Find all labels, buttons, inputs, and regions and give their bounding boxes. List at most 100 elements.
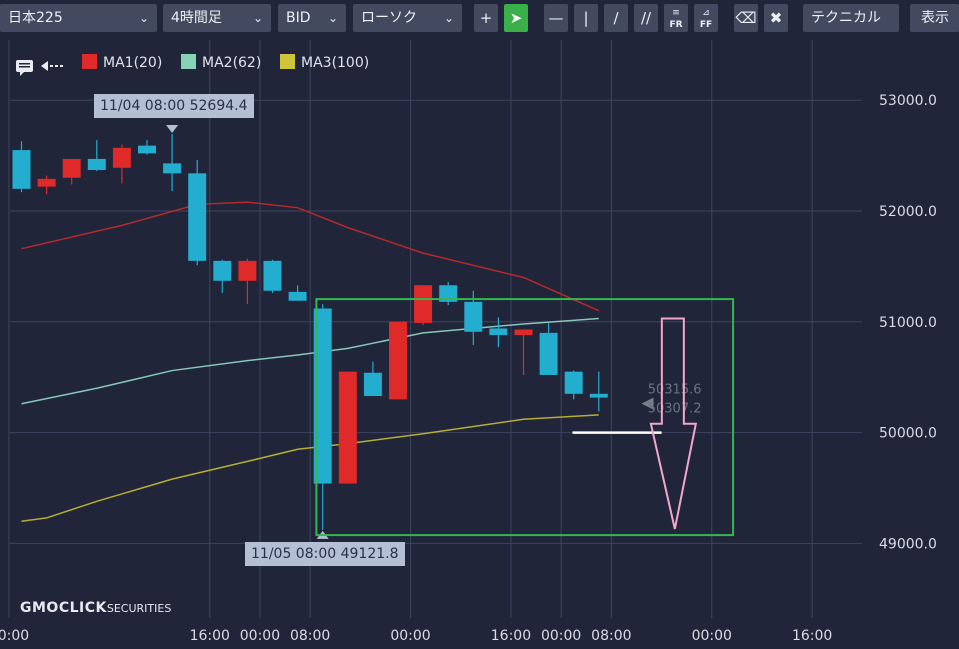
candle-body xyxy=(464,301,483,332)
chevron-down-icon: ⌄ xyxy=(443,11,454,25)
fibonacci-retracement-label: FR xyxy=(669,20,683,30)
horizontal-line-tool-button[interactable]: — xyxy=(544,4,568,32)
chart-grid xyxy=(8,40,862,618)
ma3-swatch xyxy=(280,54,295,69)
legend-ma1: MA1(20) xyxy=(82,54,162,72)
x-tick-label: 00:00 xyxy=(0,628,29,644)
fibonacci-fan-label: FF xyxy=(699,20,713,30)
technical-button[interactable]: テクニカル xyxy=(803,4,899,32)
low-price-tag: 11/05 08:00 49121.8 xyxy=(245,542,405,566)
broker-logo-main: GMOCLICK xyxy=(20,600,107,616)
fibonacci-fan-icon: ⊿ FF xyxy=(699,8,713,30)
candlestick-chart: 50315.6 50307.2 49000.0 50000.0 51000.0 5200… xyxy=(0,40,937,644)
candle-body xyxy=(439,285,458,302)
candle-body xyxy=(37,178,56,187)
x-tick-label: 16:00 xyxy=(491,628,531,644)
erase-all-button[interactable]: ✖ xyxy=(764,4,788,32)
candle-body xyxy=(489,328,508,336)
price-label-1: 50315.6 xyxy=(648,383,702,398)
eraser-icon: ⌫ xyxy=(735,9,757,27)
current-price-pointer xyxy=(641,397,654,410)
candle-body xyxy=(138,145,156,154)
candle-body xyxy=(12,150,31,189)
range-box xyxy=(315,298,735,537)
crosshair-icon: + xyxy=(479,9,493,27)
ma1-swatch xyxy=(82,54,97,69)
ma-line xyxy=(21,201,600,312)
x-tick-label: 16:00 xyxy=(792,628,832,644)
timeframe-select[interactable]: 4時間足 ⌄ xyxy=(163,4,271,32)
trend-line-tool-button[interactable]: ∕ xyxy=(604,4,628,32)
chart-toolbar: 日本225 ⌄ 4時間足 ⌄ BID ⌄ ローソク ⌄ + ➤ — | ∕ ∕∕… xyxy=(0,0,959,38)
candle-body xyxy=(238,260,257,281)
x-axis-labels: 00:00 16:00 00:00 08:00 00:00 16:00 00:00 08:00… xyxy=(0,628,832,644)
chevron-down-icon: ⌄ xyxy=(327,11,338,25)
legend-ma3: MA3(100) xyxy=(280,54,369,72)
price-label-2: 50307.2 xyxy=(648,402,702,417)
candle-body xyxy=(188,173,207,261)
fibonacci-fan-button[interactable]: ⊿ FF xyxy=(694,4,718,32)
y-tick-label: 51000.0 xyxy=(879,315,937,331)
trend-line-icon: ∕ xyxy=(613,9,619,27)
ma-line xyxy=(21,317,599,405)
x-tick-label: 00:00 xyxy=(240,628,280,644)
candle-body xyxy=(564,371,583,394)
x-tick-label: 08:00 xyxy=(290,628,330,644)
broker-logo-sub: SECURITIES xyxy=(106,602,172,615)
chevron-down-icon: ⌄ xyxy=(138,11,149,25)
timeframe-value: 4時間足 xyxy=(171,10,222,26)
price-type-value: BID xyxy=(286,10,311,26)
y-tick-label: 49000.0 xyxy=(879,536,937,552)
x-tick-label: 00:00 xyxy=(692,628,732,644)
y-tick-label: 53000.0 xyxy=(879,93,937,109)
x-tick-label: 08:00 xyxy=(591,628,631,644)
candle-body xyxy=(313,308,332,484)
candle-body xyxy=(338,371,357,484)
down-arrow xyxy=(649,317,698,530)
candle-body xyxy=(62,158,81,178)
vertical-line-tool-button[interactable]: | xyxy=(574,4,598,32)
cursor-arrow-icon: ➤ xyxy=(509,9,523,27)
candle-body xyxy=(389,321,407,400)
ma2-label: MA2(62) xyxy=(202,55,262,71)
collapse-legend-icon[interactable] xyxy=(40,58,64,79)
x-tick-label: 00:00 xyxy=(541,628,581,644)
y-tick-label: 52000.0 xyxy=(879,204,937,220)
ma3-label: MA3(100) xyxy=(301,55,370,71)
eraser-button[interactable]: ⌫ xyxy=(734,4,758,32)
ma2-swatch xyxy=(181,54,196,69)
price-type-select[interactable]: BID ⌄ xyxy=(278,4,346,32)
chart-overlays: 50315.6 50307.2 xyxy=(166,125,735,539)
fibonacci-retracement-button[interactable]: ≡ FR xyxy=(664,4,688,32)
candle-body xyxy=(112,147,131,168)
candle-body xyxy=(288,291,307,301)
candle-body xyxy=(87,158,106,171)
high-tag-pointer xyxy=(166,125,179,134)
vertical-line-icon: | xyxy=(583,9,589,27)
candles xyxy=(12,134,608,530)
display-button[interactable]: 表示 xyxy=(910,4,959,32)
candle-body xyxy=(514,329,533,336)
cursor-tool-button[interactable]: ➤ xyxy=(504,4,528,32)
candle-body xyxy=(589,393,608,398)
ma1-label: MA1(20) xyxy=(103,55,163,71)
technical-label: テクニカル xyxy=(811,10,881,26)
x-tick-label: 16:00 xyxy=(190,628,230,644)
fibonacci-retracement-icon: ≡ FR xyxy=(669,8,683,30)
crosshair-tool-button[interactable]: + xyxy=(474,4,498,32)
parallel-line-tool-button[interactable]: ∕∕ xyxy=(634,4,658,32)
candle-body xyxy=(414,285,433,323)
horizontal-line-icon: — xyxy=(548,9,564,27)
chart-style-select[interactable]: ローソク ⌄ xyxy=(353,4,462,32)
symbol-select[interactable]: 日本225 ⌄ xyxy=(0,4,157,32)
ma-line xyxy=(21,414,599,522)
y-tick-label: 50000.0 xyxy=(879,426,937,442)
erase-all-icon: ✖ xyxy=(769,9,783,27)
candle-body xyxy=(263,260,282,291)
symbol-value: 日本225 xyxy=(8,10,63,26)
display-label: 表示 xyxy=(921,10,949,26)
candle-body xyxy=(163,163,182,174)
candle-body xyxy=(363,372,382,397)
comment-icon[interactable] xyxy=(14,58,36,81)
parallel-lines-icon: ∕∕ xyxy=(640,9,652,27)
